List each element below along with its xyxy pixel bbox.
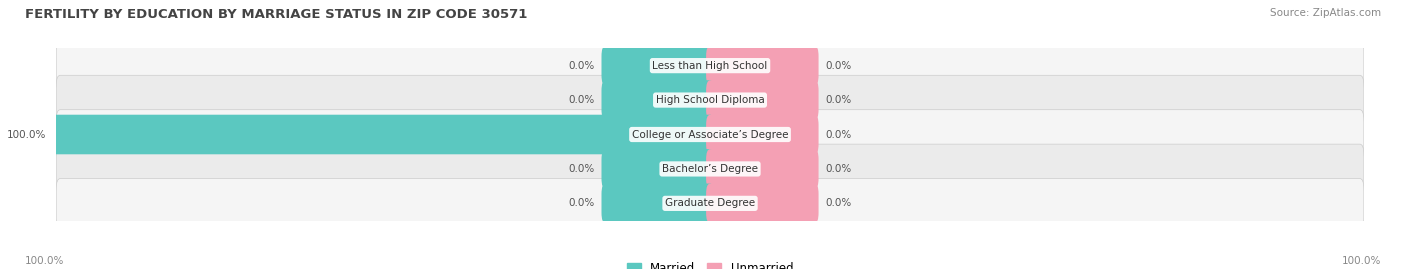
Text: 0.0%: 0.0% <box>825 164 852 174</box>
FancyBboxPatch shape <box>56 41 1364 90</box>
Text: 0.0%: 0.0% <box>825 61 852 71</box>
Text: 100.0%: 100.0% <box>7 129 46 140</box>
FancyBboxPatch shape <box>706 115 818 154</box>
Text: FERTILITY BY EDUCATION BY MARRIAGE STATUS IN ZIP CODE 30571: FERTILITY BY EDUCATION BY MARRIAGE STATU… <box>25 8 527 21</box>
Text: 0.0%: 0.0% <box>825 95 852 105</box>
FancyBboxPatch shape <box>706 149 818 189</box>
Text: 0.0%: 0.0% <box>568 198 595 208</box>
FancyBboxPatch shape <box>602 149 714 189</box>
Text: 0.0%: 0.0% <box>568 61 595 71</box>
Text: Graduate Degree: Graduate Degree <box>665 198 755 208</box>
FancyBboxPatch shape <box>706 183 818 223</box>
Text: 0.0%: 0.0% <box>568 95 595 105</box>
FancyBboxPatch shape <box>706 80 818 120</box>
FancyBboxPatch shape <box>56 179 1364 228</box>
Text: 0.0%: 0.0% <box>825 129 852 140</box>
Text: Bachelor’s Degree: Bachelor’s Degree <box>662 164 758 174</box>
Text: Less than High School: Less than High School <box>652 61 768 71</box>
FancyBboxPatch shape <box>52 115 714 154</box>
Text: College or Associate’s Degree: College or Associate’s Degree <box>631 129 789 140</box>
FancyBboxPatch shape <box>56 110 1364 159</box>
Text: High School Diploma: High School Diploma <box>655 95 765 105</box>
Text: 100.0%: 100.0% <box>25 256 65 266</box>
FancyBboxPatch shape <box>56 75 1364 125</box>
Text: 100.0%: 100.0% <box>1341 256 1381 266</box>
Legend: Married, Unmarried: Married, Unmarried <box>621 258 799 269</box>
FancyBboxPatch shape <box>602 46 714 86</box>
Text: Source: ZipAtlas.com: Source: ZipAtlas.com <box>1270 8 1381 18</box>
Text: 0.0%: 0.0% <box>568 164 595 174</box>
FancyBboxPatch shape <box>602 80 714 120</box>
Text: 0.0%: 0.0% <box>825 198 852 208</box>
FancyBboxPatch shape <box>706 46 818 86</box>
FancyBboxPatch shape <box>56 144 1364 194</box>
FancyBboxPatch shape <box>602 183 714 223</box>
